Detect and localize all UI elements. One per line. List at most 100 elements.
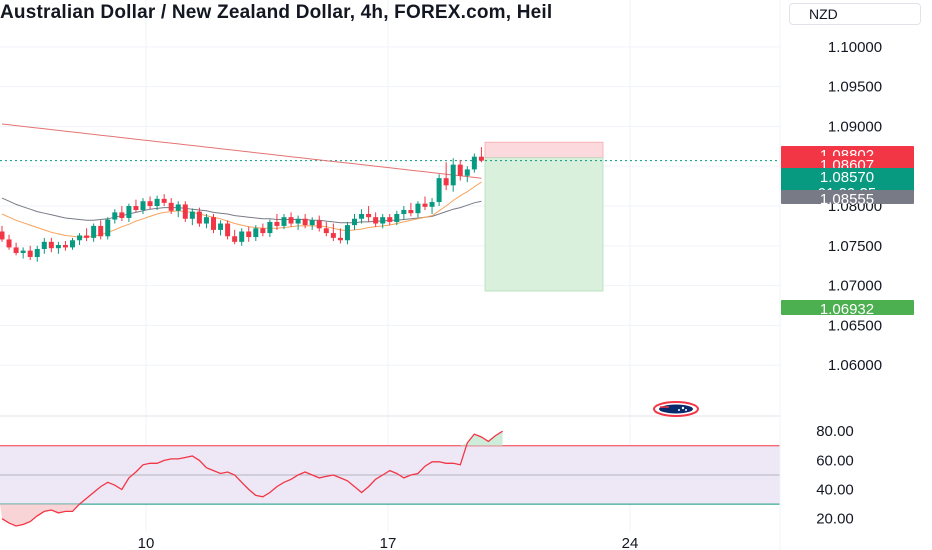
rsi-overbought-fill [2,431,503,446]
current-price-tag-bg [781,168,914,193]
candle [295,215,301,230]
candle-body [260,228,266,234]
candle [429,198,435,214]
candle-body [0,231,5,240]
candle-body [246,231,252,238]
candle-body [380,217,386,224]
candle [387,213,393,226]
candle [246,226,252,242]
candle-body [203,217,209,224]
target-price-tag: 1.06932 [781,300,914,318]
candle [41,237,47,254]
candle-body [309,220,315,226]
candle-body [415,203,421,214]
candle [359,209,365,224]
candle [168,198,174,214]
ema-slow-line [1,197,482,224]
candle [471,153,477,173]
candle-body [471,156,477,170]
candle [288,212,294,227]
take-profit-zone [484,157,604,292]
candle [225,220,231,240]
candle-body [316,220,322,229]
candle-body [295,218,301,224]
candle [175,201,181,218]
candle-body [41,241,47,249]
candle [218,220,224,236]
candle-body [105,219,111,237]
candle [203,213,209,229]
candle-body [359,213,365,219]
time-tick-label: 17 [380,535,397,550]
candle [380,213,386,229]
candle [196,207,202,227]
candle-body [218,223,224,230]
rsi-line [1,430,503,527]
candle-body [323,228,329,234]
candle [436,174,442,207]
candle [189,208,195,226]
candle [20,247,26,259]
candle-body [436,178,442,203]
currency-selector[interactable]: NZD [789,3,921,25]
candle [394,210,400,226]
candle [0,225,5,242]
moving-averages [1,123,482,238]
candle-body [168,202,174,211]
candle-body [119,212,125,218]
candle [70,237,75,250]
price-tick-label: 1.06500 [828,317,882,334]
candle [309,217,315,230]
price-tick-label: 1.07000 [828,278,882,295]
current-price-tag: 1.0857001:29:35 [781,168,914,202]
candle-body [140,201,146,210]
candle-body [239,231,245,242]
candle-body [126,206,132,218]
candle [182,201,188,222]
candle [126,203,132,222]
candle-body [175,204,181,211]
rsi-tick-label: 60.00 [816,452,854,469]
candle-body [154,198,160,207]
candle-body [232,236,238,242]
rsi-tick-label: 40.00 [816,482,854,499]
candle-body [34,248,40,257]
rsi-tick-label: 80.00 [816,423,854,440]
candle [352,213,357,230]
candle [98,220,104,240]
target-price-tag-bg [781,300,914,315]
candle-body [182,204,188,219]
candle [302,213,308,229]
position-zones [0,141,780,292]
candle-body [225,223,231,237]
candle [450,158,456,192]
candle-body [478,156,484,161]
candle [330,223,336,242]
candle [253,225,259,242]
candle-body [161,198,167,203]
candle [337,228,343,244]
ema-price-tag-text: 1.08555 [820,191,874,208]
candle-body [464,169,470,176]
candle-body [337,237,343,241]
flag-icon[interactable] [653,401,699,417]
candle [464,166,470,183]
candle [260,223,266,237]
candle [408,202,414,217]
candle [316,215,322,232]
candle-body [48,241,54,249]
candle-body [429,202,435,207]
rsi-tick-label: 20.00 [816,511,854,528]
stop-loss-zone [484,141,604,159]
candle [13,242,19,256]
candle-body [70,240,75,248]
candle [84,228,90,242]
candle [161,194,167,207]
time-axis: 10 17 24 [138,535,639,550]
candle-body [253,228,259,238]
candle [119,206,125,222]
ema-price-tag-bg [781,190,914,204]
candle [112,209,118,224]
price-tick-label: 1.06000 [828,357,882,374]
